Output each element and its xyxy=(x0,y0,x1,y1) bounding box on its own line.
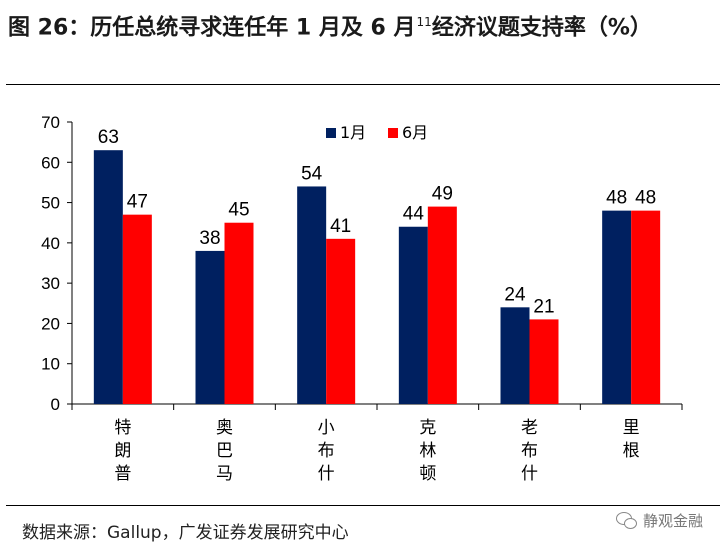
watermark: 静观金融 xyxy=(616,510,703,531)
y-tick-label: 10 xyxy=(41,355,60,374)
data-label: 49 xyxy=(432,184,453,205)
bar-jan xyxy=(297,186,326,404)
wechat-icon xyxy=(616,512,638,530)
legend-label: 6月 xyxy=(402,123,428,142)
data-label: 38 xyxy=(199,228,220,249)
bar-jan xyxy=(196,251,225,404)
legend: 1月 6月 xyxy=(326,123,428,142)
bottom-rule xyxy=(6,505,720,506)
y-axis: 0 10 20 30 40 50 60 70 xyxy=(41,113,72,414)
data-label: 21 xyxy=(533,296,554,317)
bar-jan xyxy=(399,227,428,404)
bar-jun xyxy=(123,215,152,404)
bar-chart: 0 10 20 30 40 50 60 70 特朗普 奥巴马 小布什 克林顿 老布什 里根 63 47 38… xyxy=(0,0,727,500)
y-tick-label: 0 xyxy=(51,395,60,414)
bars xyxy=(94,150,660,404)
bar-jun xyxy=(631,211,660,404)
y-tick-label: 20 xyxy=(41,314,60,333)
bar-jun xyxy=(326,239,355,404)
x-tick-label: 克林顿 xyxy=(419,418,436,484)
x-tick-label: 特朗普 xyxy=(114,418,131,484)
x-tick-label: 里根 xyxy=(623,418,640,461)
watermark-text: 静观金融 xyxy=(643,510,703,531)
y-tick-label: 60 xyxy=(41,153,60,172)
x-tick-label: 奥巴马 xyxy=(216,418,233,484)
y-tick-label: 30 xyxy=(41,274,60,293)
legend-swatch xyxy=(388,128,398,138)
legend-label: 1月 xyxy=(340,123,366,142)
x-axis: 特朗普 奥巴马 小布什 克林顿 老布什 里根 xyxy=(72,404,682,484)
data-label: 41 xyxy=(330,216,351,237)
data-label: 47 xyxy=(127,192,148,213)
data-label: 48 xyxy=(635,188,656,209)
source-note: 数据来源：Gallup，广发证券发展研究中心 xyxy=(22,518,349,543)
legend-swatch xyxy=(326,128,336,138)
data-labels: 63 47 38 45 54 41 44 49 24 21 48 48 xyxy=(98,127,656,317)
y-tick-label: 40 xyxy=(41,234,60,253)
bar-jan xyxy=(94,150,123,404)
y-tick-label: 70 xyxy=(41,113,60,132)
data-label: 24 xyxy=(504,284,526,305)
data-label: 63 xyxy=(98,127,119,148)
y-tick-label: 50 xyxy=(41,194,60,213)
x-tick-label: 老布什 xyxy=(521,418,538,484)
x-tick-label: 小布什 xyxy=(318,418,335,484)
data-label: 54 xyxy=(301,163,323,184)
bar-jun xyxy=(530,319,559,404)
data-label: 45 xyxy=(228,200,249,221)
bar-jun xyxy=(428,207,457,404)
data-label: 48 xyxy=(606,188,627,209)
data-label: 44 xyxy=(403,204,425,225)
bar-jan xyxy=(501,307,530,404)
bar-jun xyxy=(225,223,254,404)
bar-jan xyxy=(602,211,631,404)
